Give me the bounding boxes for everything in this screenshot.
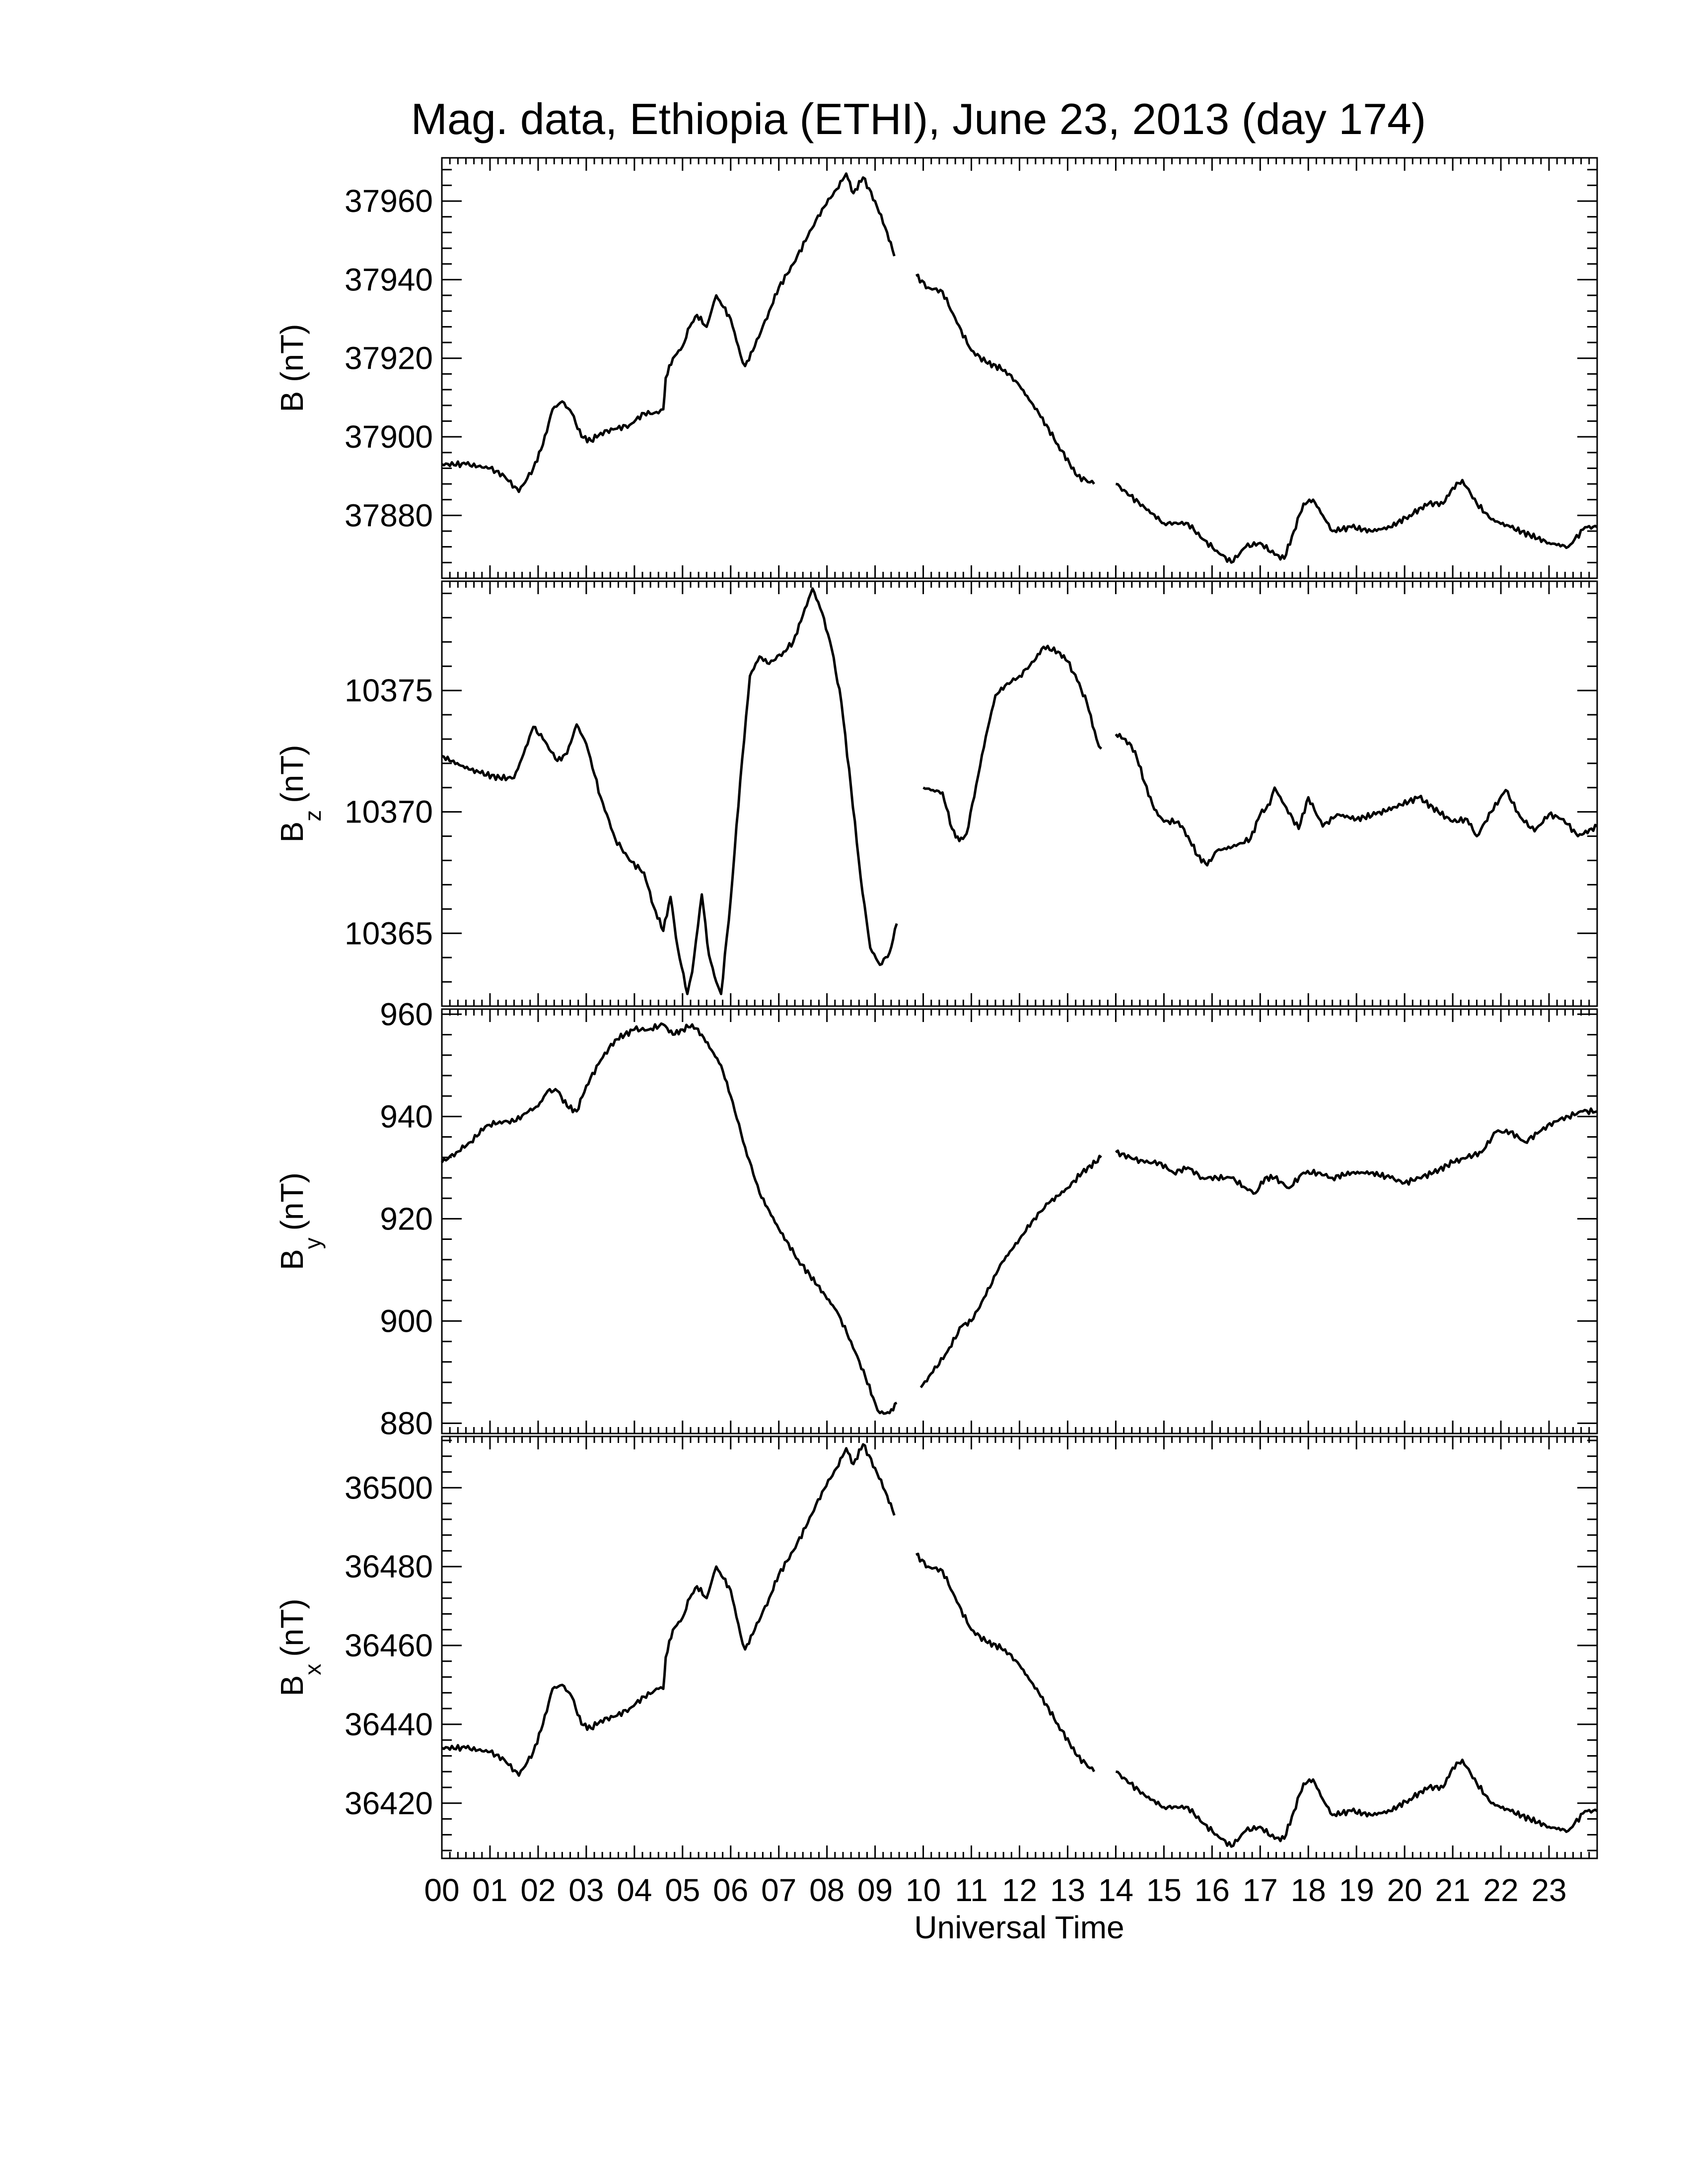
x-tick-label: 20 <box>1387 1872 1422 1908</box>
series-line-Bz <box>441 587 898 995</box>
y-tick-label: 36480 <box>345 1549 433 1584</box>
y-tick-label: 37900 <box>345 419 433 455</box>
y-axis-label-unit: (nT) <box>274 324 310 382</box>
x-tick-label: 06 <box>713 1872 748 1908</box>
y-tick-label: 10370 <box>345 794 433 830</box>
x-tick-label: 17 <box>1243 1872 1278 1908</box>
y-tick-label: 36440 <box>345 1706 433 1742</box>
y-axis-label-subscript: x <box>300 1664 326 1675</box>
y-axis-label-subscript: y <box>300 1237 326 1249</box>
y-tick-label: 37920 <box>345 341 433 376</box>
x-axis-label: Universal Time <box>914 1910 1124 1945</box>
panel-By: 880 900 920 940 960 By (nT) <box>274 996 1598 1441</box>
y-axis-label: Bz (nT) <box>274 745 326 843</box>
y-tick-label: 37880 <box>345 497 433 533</box>
y-axis-label: B (nT) <box>274 324 310 412</box>
y-axis-label-unit: (nT) <box>274 1172 310 1230</box>
x-tick-label: 19 <box>1339 1872 1374 1908</box>
series-line-By <box>919 1155 1102 1388</box>
y-axis-label-unit: (nT) <box>274 745 310 803</box>
y-axis-label: By (nT) <box>274 1172 326 1270</box>
y-tick-label: 36460 <box>345 1628 433 1663</box>
panel-frame <box>441 580 1598 1007</box>
y-axis-label-main: B <box>274 1675 310 1697</box>
x-tick-label: 08 <box>809 1872 844 1908</box>
y-tick-label: 900 <box>380 1303 433 1339</box>
x-tick-label: 12 <box>1002 1872 1037 1908</box>
y-axis-label-subscript: z <box>300 810 326 821</box>
series-line-Bz <box>1115 733 1598 867</box>
x-tick-label: 05 <box>665 1872 700 1908</box>
series-line-Bx <box>1115 1758 1598 1848</box>
panel-frame <box>441 1008 1598 1434</box>
x-tick-label: 18 <box>1291 1872 1326 1908</box>
series-line-B <box>441 172 896 493</box>
x-tick-label: 01 <box>472 1872 507 1908</box>
x-tick-label: 11 <box>955 1872 987 1908</box>
x-tick-label: 16 <box>1195 1872 1230 1908</box>
series-line-By <box>1115 1107 1598 1195</box>
series-line-B <box>1115 478 1598 564</box>
x-tick-label: 22 <box>1483 1872 1518 1908</box>
panels: 37880 37900 37920 37940 37960 B (nT) 10365 10370… <box>274 157 1598 1859</box>
y-tick-label: 37940 <box>345 262 433 297</box>
y-tick-label: 940 <box>380 1098 433 1134</box>
x-axis: 00 01 02 03 04 05 06 07 08 09 10 11 12 13 14 15 16 17 18 19… <box>424 1872 1566 1908</box>
x-tick-label: 04 <box>617 1872 652 1908</box>
x-tick-label: 13 <box>1050 1872 1085 1908</box>
x-tick-label: 10 <box>906 1872 941 1908</box>
series-line-Bx <box>915 1553 1096 1773</box>
y-tick-label: 10375 <box>345 673 433 708</box>
y-tick-label: 37960 <box>345 183 433 219</box>
x-tick-label: 03 <box>568 1872 604 1908</box>
y-tick-label: 880 <box>380 1405 433 1441</box>
x-tick-label: 23 <box>1531 1872 1566 1908</box>
series-line-Bz <box>922 644 1103 842</box>
y-tick-label: 36420 <box>345 1785 433 1821</box>
panel-Bz: 10365 10370 10375 Bz (nT) <box>274 580 1598 1007</box>
y-axis-label-main: B <box>274 391 310 412</box>
y-tick-label: 36500 <box>345 1470 433 1505</box>
x-tick-label: 09 <box>857 1872 893 1908</box>
series-line-By <box>440 1022 898 1415</box>
panel-Bx: 36420 36440 36460 36480 36500 Bx (nT) <box>274 1435 1598 1859</box>
panel-frame <box>441 157 1598 579</box>
y-axis-label-main: B <box>274 821 310 843</box>
x-tick-label: 21 <box>1435 1872 1471 1908</box>
panel-frame <box>441 1435 1598 1859</box>
x-tick-label: 07 <box>761 1872 796 1908</box>
x-tick-label: 15 <box>1146 1872 1182 1908</box>
y-tick-label: 10365 <box>345 915 433 951</box>
x-tick-label: 14 <box>1098 1872 1133 1908</box>
y-axis-label-main: B <box>274 1249 310 1270</box>
chart-title: Mag. data, Ethiopia (ETHI), June 23, 201… <box>411 94 1426 143</box>
series-line-B <box>915 273 1095 485</box>
series-line-Bx <box>441 1443 896 1777</box>
x-tick-label: 02 <box>520 1872 556 1908</box>
x-tick-label: 00 <box>424 1872 459 1908</box>
y-axis-label: Bx (nT) <box>274 1599 326 1697</box>
panel-B: 37880 37900 37920 37940 37960 B (nT) <box>274 157 1598 579</box>
y-axis-label-unit: (nT) <box>274 1599 310 1657</box>
y-tick-label: 960 <box>380 996 433 1032</box>
y-tick-label: 920 <box>380 1201 433 1236</box>
